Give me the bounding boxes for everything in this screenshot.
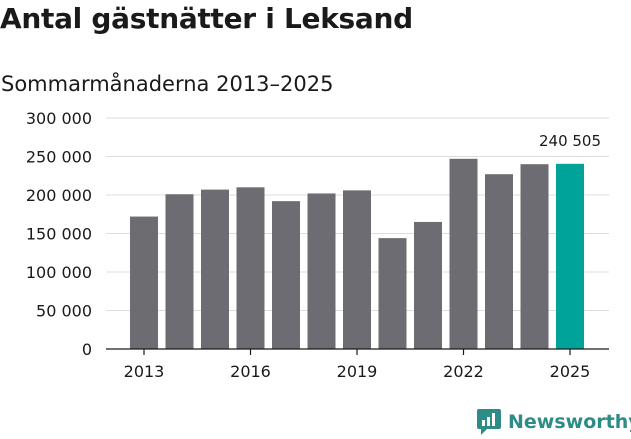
bar <box>130 216 158 349</box>
brand-name: Newsworthy <box>508 411 631 433</box>
x-tick-label: 2019 <box>337 362 378 381</box>
data-label-highlight: 240 505 <box>539 132 601 150</box>
y-tick-label: 0 <box>82 340 92 359</box>
bar-highlight <box>556 163 584 349</box>
bar <box>307 193 336 349</box>
y-tick-label: 150 000 <box>26 225 92 244</box>
bars <box>130 158 584 349</box>
y-tick-label: 250 000 <box>26 148 92 167</box>
x-tick-label: 2025 <box>550 362 591 381</box>
bar <box>520 164 549 349</box>
newsworthy-brand: Newsworthy <box>476 408 631 436</box>
newsworthy-logo-icon <box>477 409 501 435</box>
chart-subtitle: Sommarmånaderna 2013–2025 <box>1 72 334 96</box>
axes <box>106 348 609 355</box>
bar <box>414 221 442 349</box>
x-tick-label: 2016 <box>230 362 271 381</box>
bar <box>449 158 478 349</box>
y-tick-label: 50 000 <box>36 302 92 321</box>
bar <box>165 194 194 349</box>
bar <box>201 189 229 349</box>
y-tick-label: 200 000 <box>26 186 92 205</box>
bar <box>343 190 371 349</box>
x-tick-label: 2013 <box>124 362 165 381</box>
bar <box>485 174 513 349</box>
bar <box>272 201 300 349</box>
x-tick-label: 2022 <box>443 362 484 381</box>
y-tick-label: 100 000 <box>26 263 92 282</box>
labels: 0 50 000 100 000 150 000 200 000 250 000 300 0… <box>26 109 601 381</box>
y-tick-label: 300 000 <box>26 109 92 128</box>
bar <box>378 238 407 349</box>
bar <box>236 187 265 349</box>
chart-title: Antal gästnätter i Leksand <box>0 2 413 35</box>
